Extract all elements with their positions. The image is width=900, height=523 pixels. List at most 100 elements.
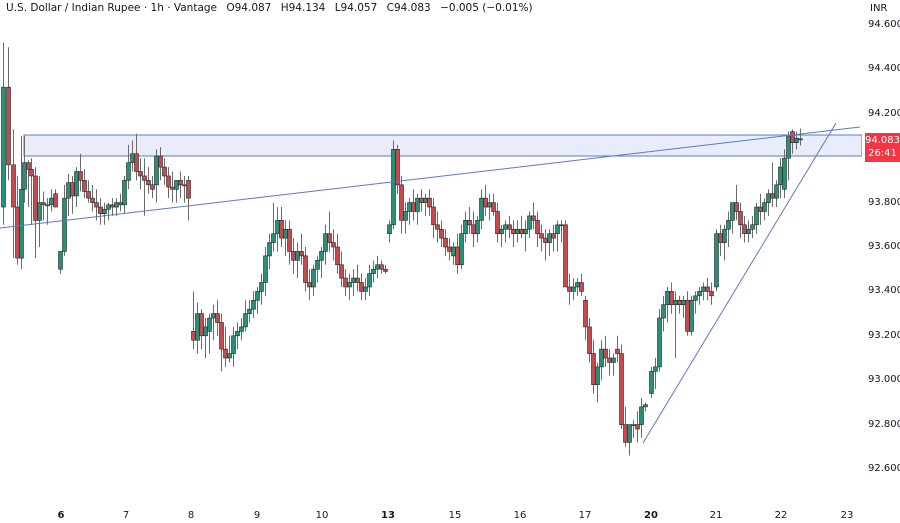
candle bbox=[371, 260, 376, 283]
price-label: 93.200 bbox=[868, 329, 900, 341]
candle bbox=[443, 229, 448, 256]
candle bbox=[186, 175, 191, 221]
candle bbox=[539, 224, 544, 252]
candle bbox=[291, 238, 296, 274]
candle bbox=[41, 191, 46, 221]
candle bbox=[363, 278, 368, 301]
time-label: 20 bbox=[644, 510, 658, 521]
candle bbox=[623, 406, 628, 447]
candle bbox=[423, 193, 428, 216]
time-axis[interactable] bbox=[0, 500, 862, 523]
candle bbox=[227, 335, 232, 363]
candle bbox=[705, 278, 710, 301]
candle bbox=[114, 198, 119, 216]
candle bbox=[247, 300, 252, 323]
currency-label[interactable]: INR bbox=[870, 3, 888, 14]
candle bbox=[223, 326, 228, 367]
candle bbox=[583, 295, 588, 341]
candle bbox=[511, 220, 516, 247]
candle bbox=[669, 282, 674, 314]
candle bbox=[215, 300, 220, 336]
time-label: 10 bbox=[315, 510, 329, 521]
candle bbox=[718, 224, 723, 256]
candle bbox=[255, 286, 260, 314]
candle bbox=[774, 180, 779, 208]
candle bbox=[543, 229, 548, 261]
candle bbox=[587, 318, 592, 363]
candle bbox=[551, 224, 556, 252]
candle bbox=[275, 207, 280, 252]
candlestick-plot[interactable] bbox=[0, 0, 862, 500]
price-label: 92.800 bbox=[868, 418, 900, 430]
interval[interactable]: 1h bbox=[150, 2, 164, 14]
trendline bbox=[0, 126, 861, 229]
candle bbox=[722, 224, 727, 261]
candle bbox=[491, 193, 496, 216]
candle bbox=[563, 220, 568, 288]
candle bbox=[738, 202, 743, 239]
candle bbox=[299, 233, 304, 265]
candle bbox=[435, 211, 440, 243]
chart-area[interactable]: U.S. Dollar / Indian Rupee · 1h · Vantag… bbox=[0, 0, 862, 500]
candle bbox=[451, 242, 456, 265]
candle bbox=[627, 424, 632, 456]
symbol-name[interactable]: U.S. Dollar / Indian Rupee bbox=[6, 2, 141, 14]
candle bbox=[559, 220, 564, 243]
candle bbox=[507, 215, 512, 239]
candle bbox=[742, 215, 747, 243]
candle bbox=[231, 326, 236, 367]
candle bbox=[475, 215, 480, 243]
candle bbox=[15, 175, 20, 265]
candle bbox=[479, 189, 484, 230]
candle bbox=[323, 224, 328, 265]
candle bbox=[134, 133, 139, 181]
price-label: 93.800 bbox=[868, 196, 900, 208]
candle bbox=[726, 211, 731, 247]
candle bbox=[53, 189, 58, 208]
candle bbox=[798, 128, 803, 146]
candle bbox=[653, 358, 658, 390]
price-axis[interactable]: INR 94.60094.40094.20094.00093.80093.600… bbox=[862, 0, 900, 523]
candle bbox=[427, 189, 432, 216]
trendline bbox=[642, 122, 837, 444]
candle bbox=[142, 158, 147, 216]
candle bbox=[681, 295, 686, 319]
candle bbox=[407, 198, 412, 225]
candle bbox=[6, 47, 11, 181]
candle bbox=[283, 220, 288, 256]
candle bbox=[239, 318, 244, 341]
time-label: 21 bbox=[709, 510, 723, 521]
candle bbox=[782, 149, 787, 199]
candle bbox=[697, 286, 702, 305]
candle bbox=[150, 175, 155, 199]
candle bbox=[677, 295, 682, 314]
price-label: 93.600 bbox=[868, 241, 900, 252]
candle bbox=[734, 184, 739, 221]
time-label: 9 bbox=[253, 510, 261, 521]
candle bbox=[661, 295, 666, 332]
candle bbox=[447, 238, 452, 261]
price-label: 92.600 bbox=[868, 463, 900, 474]
candle bbox=[758, 193, 763, 225]
current-price-tag: 94.083 26:41 bbox=[865, 133, 900, 162]
candle bbox=[391, 140, 396, 230]
candle bbox=[730, 202, 735, 234]
candle bbox=[118, 193, 123, 212]
candle bbox=[383, 264, 388, 274]
candle bbox=[599, 340, 604, 381]
candle bbox=[439, 220, 444, 247]
candle bbox=[307, 269, 312, 301]
candle bbox=[19, 136, 24, 270]
candle bbox=[58, 251, 63, 274]
candle bbox=[235, 322, 240, 350]
candle bbox=[693, 291, 698, 314]
candle bbox=[33, 167, 38, 259]
time-label: 13 bbox=[381, 510, 395, 521]
candle bbox=[673, 291, 678, 358]
candle bbox=[327, 211, 332, 252]
candle bbox=[287, 220, 292, 265]
candle bbox=[395, 144, 400, 194]
time-label: 22 bbox=[774, 510, 788, 521]
candle bbox=[267, 233, 272, 270]
price-label: 94.200 bbox=[868, 107, 900, 119]
